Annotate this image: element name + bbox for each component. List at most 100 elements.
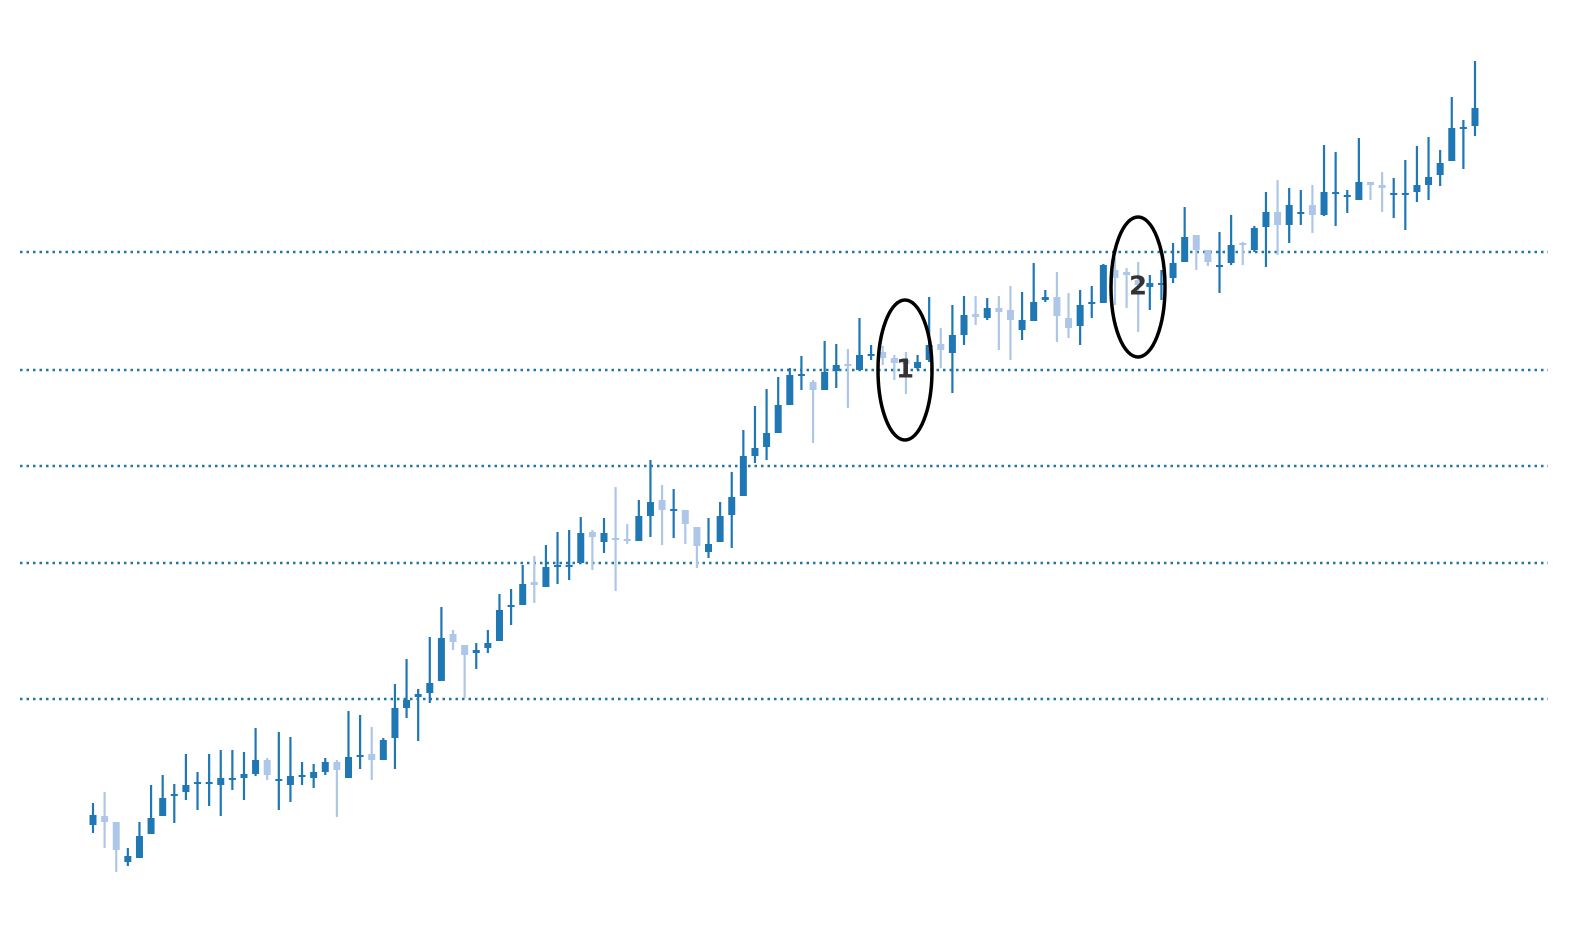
candle-body <box>821 372 829 390</box>
candle-body <box>681 510 689 524</box>
candle-body <box>472 650 480 653</box>
candle-body <box>89 815 97 825</box>
candle-body <box>1065 318 1073 328</box>
candle-body <box>147 818 155 834</box>
candle-body <box>1378 185 1386 188</box>
candle-body <box>449 634 457 642</box>
candle-body <box>286 776 294 785</box>
candle-body <box>588 532 596 537</box>
candle-body <box>1111 270 1119 278</box>
candle-body <box>855 355 863 370</box>
candle-body <box>1088 302 1096 304</box>
candle-body <box>612 538 620 540</box>
candle-body <box>890 358 898 363</box>
candle-body <box>1285 205 1293 225</box>
candle-body <box>112 822 120 850</box>
annotation-label: 1 <box>896 355 914 385</box>
candle-body <box>1262 212 1270 227</box>
candle-body <box>1274 212 1282 225</box>
candle-body <box>1250 228 1258 250</box>
candle-body <box>507 605 515 607</box>
candle-body <box>972 314 980 317</box>
candle-body <box>716 516 724 542</box>
candle-body <box>321 762 329 772</box>
candle-body <box>786 375 794 405</box>
candle-body <box>763 433 771 447</box>
candle-body <box>368 754 376 760</box>
candle-body <box>658 500 666 510</box>
candle-body <box>623 539 631 541</box>
candle-body <box>484 643 492 648</box>
candle-body <box>565 565 573 567</box>
candle-body <box>948 335 956 353</box>
candle-body <box>1123 272 1131 275</box>
candle-body <box>1448 128 1456 161</box>
candle-body <box>1425 177 1433 185</box>
candle-body <box>205 782 213 784</box>
candle-body <box>379 740 387 760</box>
candle-body <box>879 352 887 358</box>
candle-body <box>182 785 190 792</box>
candle-body <box>1006 310 1014 320</box>
candle-body <box>1134 280 1142 285</box>
candle-body <box>809 382 817 390</box>
candle-body <box>693 527 701 546</box>
candle-body <box>844 364 852 366</box>
candle-body <box>1157 283 1165 285</box>
candle-body <box>1181 237 1189 262</box>
candle-body <box>1320 192 1328 215</box>
candle-body <box>1204 250 1212 262</box>
candle-body <box>275 779 283 781</box>
candle-body <box>495 610 503 641</box>
candle-body <box>542 567 550 587</box>
candle-body <box>1053 297 1061 316</box>
candle-body <box>705 544 713 552</box>
candle-body <box>194 782 202 784</box>
candle-body <box>1030 302 1038 321</box>
candle-body <box>461 645 469 655</box>
candle-body <box>774 405 782 433</box>
candle-body <box>914 362 922 368</box>
candle-body <box>1355 182 1363 200</box>
candle-body <box>426 683 434 693</box>
annotation-label: 2 <box>1129 272 1147 302</box>
candle-body <box>437 638 445 681</box>
candle-body <box>1169 263 1177 278</box>
candle-body <box>902 360 910 364</box>
candle-body <box>530 582 538 585</box>
candle-body <box>554 565 562 567</box>
candle-body <box>1099 265 1107 303</box>
candle-body <box>1192 235 1200 250</box>
candle-body <box>867 354 875 356</box>
candle-body <box>1413 185 1421 192</box>
candle-body <box>635 516 643 541</box>
candle-body <box>960 315 968 335</box>
candle-body <box>263 760 271 775</box>
candle-body <box>1227 245 1235 263</box>
candle-body <box>403 700 411 708</box>
candle-body <box>391 708 399 738</box>
candle-body <box>1041 297 1049 300</box>
candle-body <box>1343 195 1351 197</box>
candle-body <box>728 497 736 515</box>
candle-body <box>228 778 236 780</box>
candle-body <box>1018 320 1026 330</box>
candle-body <box>983 308 991 318</box>
candle-body <box>1366 182 1374 185</box>
candle-body <box>356 755 364 757</box>
candle-body <box>1436 163 1444 175</box>
candle-body <box>1459 127 1467 129</box>
candle-body <box>1390 193 1398 195</box>
candle-body <box>1239 243 1247 245</box>
candle-body <box>1471 108 1479 126</box>
candle-body <box>670 509 678 511</box>
candle-body <box>414 694 422 697</box>
candle-body <box>1076 305 1084 326</box>
candle-body <box>600 533 608 542</box>
candle-body <box>751 448 759 456</box>
candle-body <box>135 836 143 858</box>
candle-body <box>937 344 945 350</box>
candle-body <box>170 794 178 796</box>
candle-body <box>159 798 167 816</box>
